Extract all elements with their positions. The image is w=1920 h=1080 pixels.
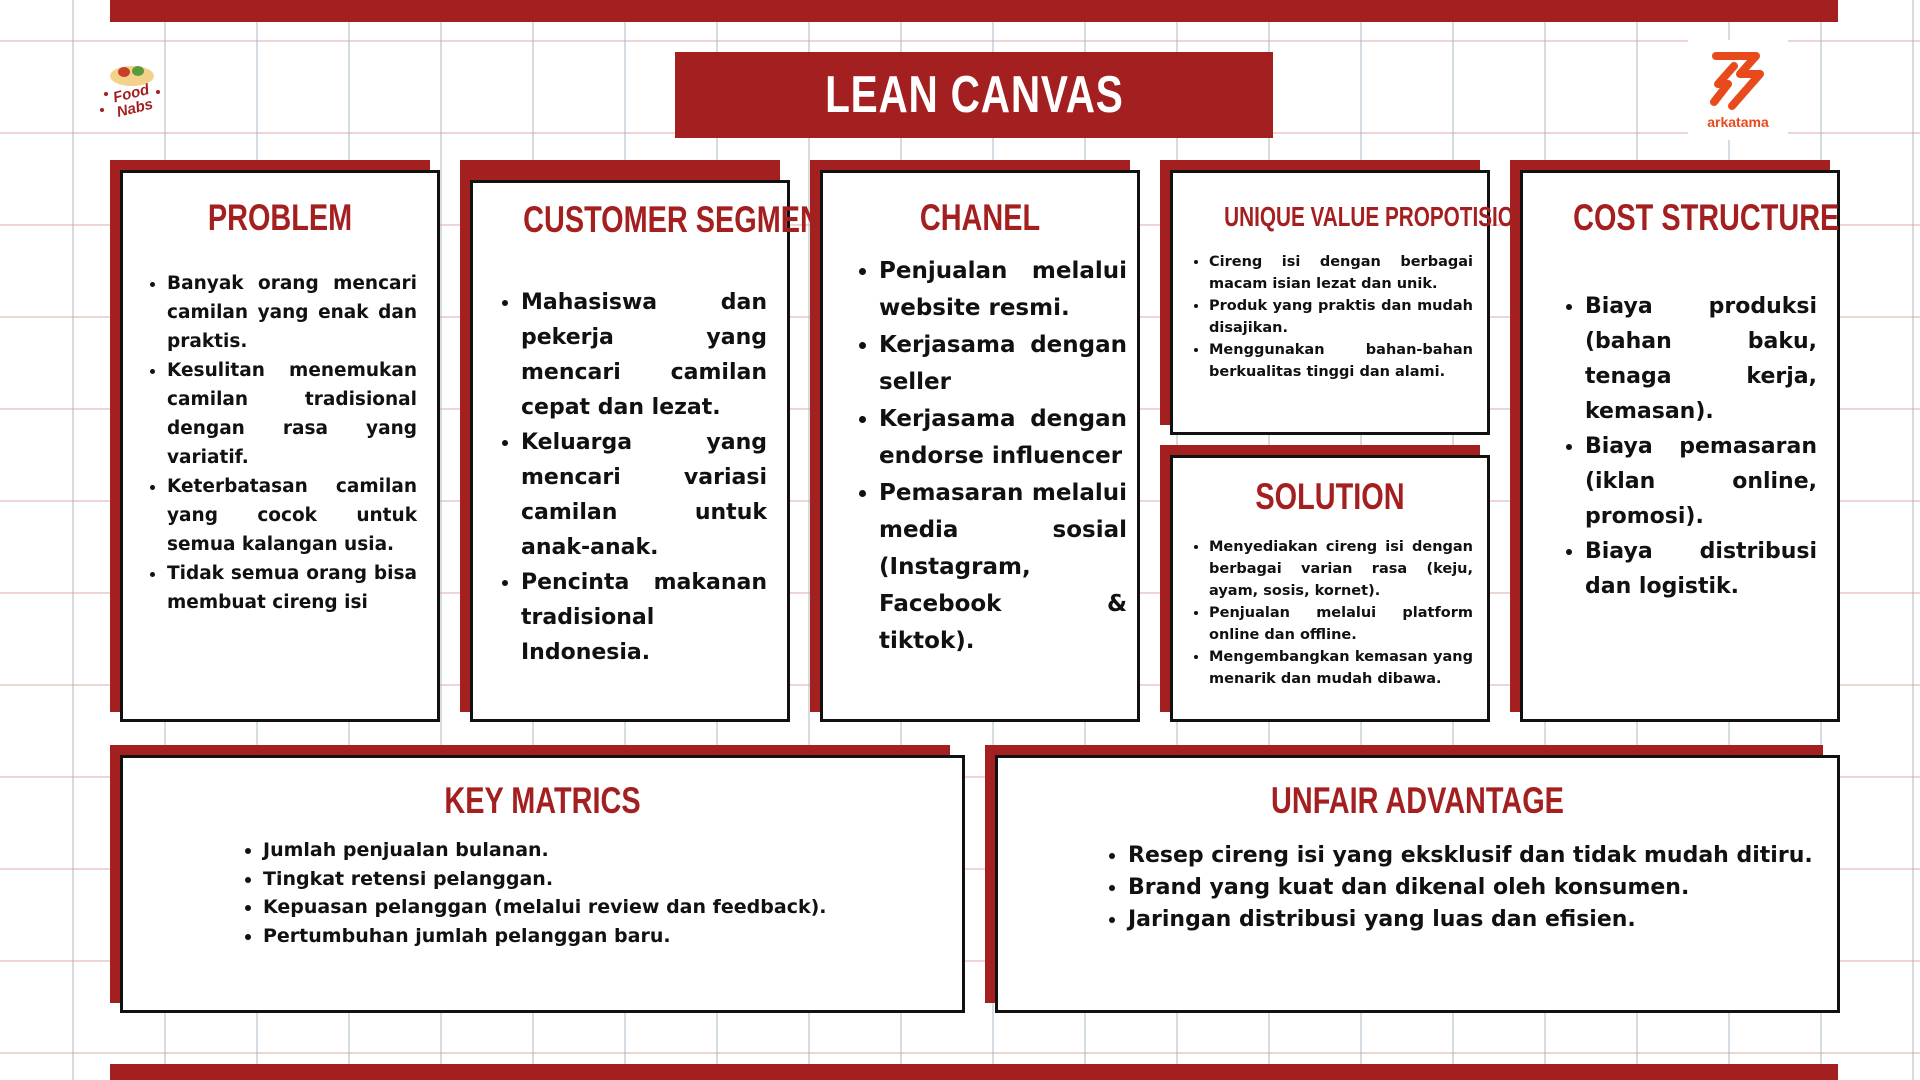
arkatama-logo-text: arkatama: [1707, 114, 1769, 130]
cost-structure-card: COST STRUCTURE Biaya produksi (bahan bak…: [1520, 170, 1840, 722]
bottom-bar: [110, 1064, 1838, 1080]
list-item: Biaya distribusi dan logistik.: [1585, 534, 1817, 604]
customer-segment-list: Mahasiswa dan pekerja yang mencari camil…: [493, 285, 767, 670]
arkatama-logo-icon: [1710, 52, 1764, 110]
chanel-card: CHANEL Penjualan melalui website resmi. …: [820, 170, 1140, 722]
food-nabs-logo: Food Nabs: [92, 58, 172, 128]
arkatama-logo: arkatama: [1688, 40, 1788, 140]
chanel-list: Penjualan melalui website resmi. Kerjasa…: [833, 253, 1127, 660]
unique-value-card: UNIQUE VALUE PROPOTISION Cireng isi deng…: [1170, 170, 1529, 435]
list-item: Jumlah penjualan bulanan.: [263, 836, 942, 865]
list-item: Pencinta makanan tradisional Indonesia.: [521, 565, 767, 670]
solution-title: SOLUTION: [1255, 476, 1405, 517]
unfair-advantage-title: UNFAIR ADVANTAGE: [1271, 780, 1564, 821]
list-item: Biaya pemasaran (iklan online, promosi).: [1585, 429, 1817, 534]
key-matrics-title: KEY MATRICS: [444, 780, 641, 821]
solution-list: Menyediakan cireng isi dengan berbagai v…: [1187, 536, 1473, 690]
list-item: Banyak orang mencari camilan yang enak d…: [167, 269, 417, 356]
solution-card: SOLUTION Menyediakan cireng isi dengan b…: [1170, 455, 1490, 722]
list-item: Produk yang praktis dan mudah disajikan.: [1209, 295, 1473, 339]
list-item: Kerjasama dengan seller: [879, 327, 1127, 401]
list-item: Pertumbuhan jumlah pelanggan baru.: [263, 922, 942, 951]
customer-segment-title: CUSTOMER SEGMENT: [523, 199, 839, 240]
list-item: Kesulitan menemukan camilan tradisional …: [167, 356, 417, 472]
list-item: Pemasaran melalui media sosial (Instagra…: [879, 475, 1127, 660]
cost-structure-title: COST STRUCTURE: [1573, 197, 1840, 238]
list-item: Penjualan melalui website resmi.: [879, 253, 1127, 327]
list-item: Mengembangkan kemasan yang menarik dan m…: [1209, 646, 1473, 690]
unique-value-title: UNIQUE VALUE PROPOTISION: [1224, 201, 1529, 232]
unfair-advantage-card: UNFAIR ADVANTAGE Resep cireng isi yang e…: [995, 755, 1840, 1013]
list-item: Biaya produksi (bahan baku, tenaga kerja…: [1585, 289, 1817, 429]
page-title: LEAN CANVAS: [824, 66, 1124, 124]
chanel-title: CHANEL: [919, 197, 1041, 238]
unique-value-list: Cireng isi dengan berbagai macam isian l…: [1187, 251, 1473, 383]
list-item: Menggunakan bahan-bahan berkualitas ting…: [1209, 339, 1473, 383]
list-item: Keluarga yang mencari variasi camilan un…: [521, 425, 767, 565]
list-item: Jaringan distribusi yang luas dan efisie…: [1128, 904, 1817, 936]
problem-card: PROBLEM Banyak orang mencari camilan yan…: [120, 170, 440, 722]
list-item: Brand yang kuat dan dikenal oleh konsume…: [1128, 872, 1817, 904]
unfair-advantage-list: Resep cireng isi yang eksklusif dan tida…: [1018, 840, 1817, 936]
list-item: Tingkat retensi pelanggan.: [263, 865, 942, 894]
list-item: Keterbatasan camilan yang cocok untuk se…: [167, 472, 417, 559]
list-item: Menyediakan cireng isi dengan berbagai v…: [1209, 536, 1473, 602]
key-matrics-list: Jumlah penjualan bulanan. Tingkat retens…: [143, 836, 942, 950]
list-item: Kerjasama dengan endorse influencer: [879, 401, 1127, 475]
list-item: Penjualan melalui platform online dan of…: [1209, 602, 1473, 646]
list-item: Tidak semua orang bisa membuat cireng is…: [167, 559, 417, 617]
customer-segment-card: CUSTOMER SEGMENT Mahasiswa dan pekerja y…: [470, 180, 839, 722]
list-item: Kepuasan pelanggan (melalui review dan f…: [263, 893, 942, 922]
top-bar: [110, 0, 1838, 22]
list-item: Cireng isi dengan berbagai macam isian l…: [1209, 251, 1473, 295]
list-item: Resep cireng isi yang eksklusif dan tida…: [1128, 840, 1817, 872]
key-matrics-card: KEY MATRICS Jumlah penjualan bulanan. Ti…: [120, 755, 965, 1013]
cost-structure-list: Biaya produksi (bahan baku, tenaga kerja…: [1543, 289, 1817, 604]
problem-list: Banyak orang mencari camilan yang enak d…: [143, 269, 417, 617]
problem-title: PROBLEM: [207, 197, 353, 238]
list-item: Mahasiswa dan pekerja yang mencari camil…: [521, 285, 767, 425]
page-title-banner: LEAN CANVAS: [675, 52, 1273, 138]
